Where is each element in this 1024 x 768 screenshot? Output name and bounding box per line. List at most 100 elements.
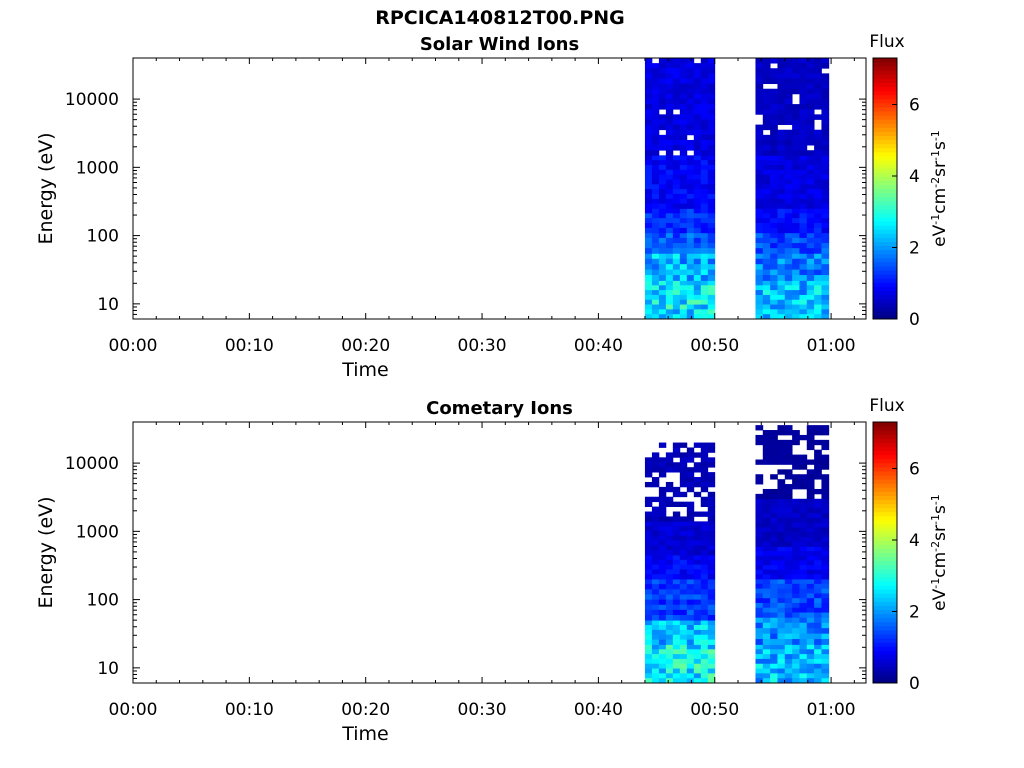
spectrogram-cell <box>665 604 674 611</box>
spectrogram-cell <box>821 174 830 180</box>
spectrogram-cell <box>755 275 764 281</box>
spectrogram-cell <box>686 285 695 291</box>
spectrogram-cell <box>777 673 786 679</box>
spectrogram-cell <box>658 299 667 305</box>
spectrogram-cell <box>644 227 653 234</box>
spectrogram-cell <box>672 193 681 200</box>
spectrogram-cell <box>693 223 702 229</box>
y-axis-label: Energy (eV) <box>35 132 57 244</box>
spectrogram-cell <box>799 560 808 566</box>
spectrogram-cell <box>707 184 716 190</box>
spectrogram-cell <box>686 78 695 85</box>
spectrogram-cell <box>693 569 702 575</box>
spectrogram-cell <box>686 477 695 483</box>
spectrogram-cell <box>644 649 653 655</box>
spectrogram-cell <box>784 474 793 480</box>
spectrogram-cell <box>792 114 800 120</box>
spectrogram-cell <box>679 481 688 488</box>
spectrogram-cell <box>693 68 702 74</box>
spectrogram-cell <box>658 511 667 517</box>
spectrogram-cell <box>700 540 709 546</box>
spectrogram-cell <box>672 169 681 176</box>
spectrogram-cell <box>799 532 808 538</box>
spectrogram-cell <box>821 227 830 234</box>
y-tick-label: 10 <box>97 295 119 315</box>
spectrogram-cell <box>770 565 778 571</box>
spectrogram-cell <box>770 654 778 660</box>
colorbar-swatch <box>873 507 897 513</box>
spectrogram-cell <box>672 521 681 527</box>
spectrogram-cell <box>755 68 764 74</box>
spectrogram-cell <box>686 109 695 115</box>
spectrogram-cell <box>672 290 681 296</box>
spectrogram-cell <box>665 253 674 260</box>
spectrogram-cell <box>658 98 667 105</box>
spectrogram-cell <box>755 678 764 684</box>
spectrogram-cell <box>665 243 674 249</box>
spectrogram-cell <box>644 104 653 110</box>
spectrogram-cell <box>693 639 702 645</box>
spectrogram-cell <box>686 579 695 585</box>
spectrogram-cell <box>644 269 653 276</box>
spectrogram-cell <box>821 63 830 69</box>
spectrogram-cell <box>693 237 702 244</box>
spectrogram-cell <box>755 503 764 509</box>
colorbar-swatch <box>873 314 897 320</box>
spectrogram-cell <box>784 583 793 590</box>
spectrogram-cell <box>784 314 793 320</box>
spectrogram-cell <box>799 517 808 524</box>
spectrogram-cell <box>777 628 786 635</box>
spectrogram-cell <box>821 454 830 460</box>
spectrogram-cell <box>806 474 815 480</box>
spectrogram-cell <box>799 484 808 490</box>
spectrogram-cell <box>799 294 808 301</box>
spectrogram-cell <box>644 124 653 131</box>
spectrogram-cell <box>762 139 771 146</box>
spectrogram-cell <box>686 294 695 301</box>
colorbar-swatch <box>873 270 897 275</box>
spectrogram-cell <box>686 124 695 131</box>
spectrogram-cell <box>799 93 808 100</box>
spectrogram-cell <box>777 184 786 190</box>
colorbar-swatch <box>873 225 897 230</box>
spectrogram-cell <box>806 124 815 131</box>
spectrogram-cell <box>770 522 778 528</box>
spectrogram-cell <box>762 536 771 543</box>
spectrogram-cell <box>651 124 660 131</box>
spectrogram-cell <box>821 488 830 495</box>
spectrogram-cell <box>770 88 778 95</box>
spectrogram-cell <box>651 109 660 115</box>
colorbar-tick-label: 2 <box>909 602 920 622</box>
spectrogram-cell <box>693 604 702 611</box>
spectrogram-cell <box>770 569 778 575</box>
spectrogram-cell <box>644 309 653 315</box>
spectrogram-cell <box>770 503 778 509</box>
spectrogram-cell <box>814 198 822 205</box>
spectrogram-cell <box>755 243 764 249</box>
spectrogram-cell <box>707 501 716 507</box>
spectrogram-cell <box>679 526 688 532</box>
spectrogram-cell <box>762 169 771 176</box>
spectrogram-cell <box>672 555 681 561</box>
spectrogram-cell <box>792 248 800 254</box>
spectrogram-cell <box>814 248 822 254</box>
spectrogram-cell <box>799 574 808 580</box>
spectrogram-cell <box>762 644 771 650</box>
spectrogram-cell <box>658 550 667 556</box>
spectrogram-cell <box>755 169 764 176</box>
spectrogram-cell <box>762 275 771 281</box>
spectrogram-cell <box>707 569 716 575</box>
x-tick-label: 00:20 <box>341 336 390 356</box>
spectrogram-cell <box>755 668 764 674</box>
spectrogram-cell <box>799 119 808 125</box>
spectrogram-cell <box>707 663 716 669</box>
spectrogram-cell <box>770 174 778 180</box>
spectrogram-cell <box>806 469 815 475</box>
spectrogram-cell <box>693 174 702 180</box>
spectrogram-cell <box>686 516 695 522</box>
spectrogram-cell <box>755 541 764 547</box>
spectrogram-cell <box>644 248 653 254</box>
spectrogram-cell <box>644 294 653 301</box>
spectrogram-cell <box>672 599 681 606</box>
colorbar-swatch <box>873 479 897 484</box>
